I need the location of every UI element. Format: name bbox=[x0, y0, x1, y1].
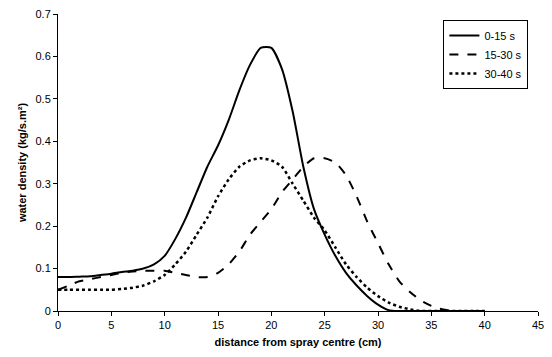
svg-text:20: 20 bbox=[265, 319, 277, 331]
svg-text:0: 0 bbox=[55, 319, 61, 331]
svg-text:45: 45 bbox=[532, 319, 544, 331]
svg-text:0.2: 0.2 bbox=[36, 220, 51, 232]
svg-text:0.1: 0.1 bbox=[36, 262, 51, 274]
svg-text:0.3: 0.3 bbox=[36, 178, 51, 190]
svg-text:0.4: 0.4 bbox=[36, 135, 51, 147]
svg-text:15: 15 bbox=[212, 319, 224, 331]
svg-text:30-40 s: 30-40 s bbox=[484, 68, 521, 80]
svg-text:25: 25 bbox=[319, 319, 331, 331]
svg-text:35: 35 bbox=[425, 319, 437, 331]
svg-text:15-30 s: 15-30 s bbox=[484, 49, 521, 61]
svg-text:water density (kg/s.m²): water density (kg/s.m²) bbox=[16, 103, 28, 224]
svg-text:0.5: 0.5 bbox=[36, 93, 51, 105]
svg-text:40: 40 bbox=[479, 319, 491, 331]
svg-text:10: 10 bbox=[159, 319, 171, 331]
svg-text:0.6: 0.6 bbox=[36, 50, 51, 62]
svg-text:5: 5 bbox=[108, 319, 114, 331]
svg-text:0: 0 bbox=[45, 305, 51, 317]
svg-text:distance from spray centre (cm: distance from spray centre (cm) bbox=[215, 336, 382, 348]
svg-text:0.7: 0.7 bbox=[36, 8, 51, 20]
svg-text:30: 30 bbox=[372, 319, 384, 331]
svg-text:0-15 s: 0-15 s bbox=[484, 30, 515, 42]
